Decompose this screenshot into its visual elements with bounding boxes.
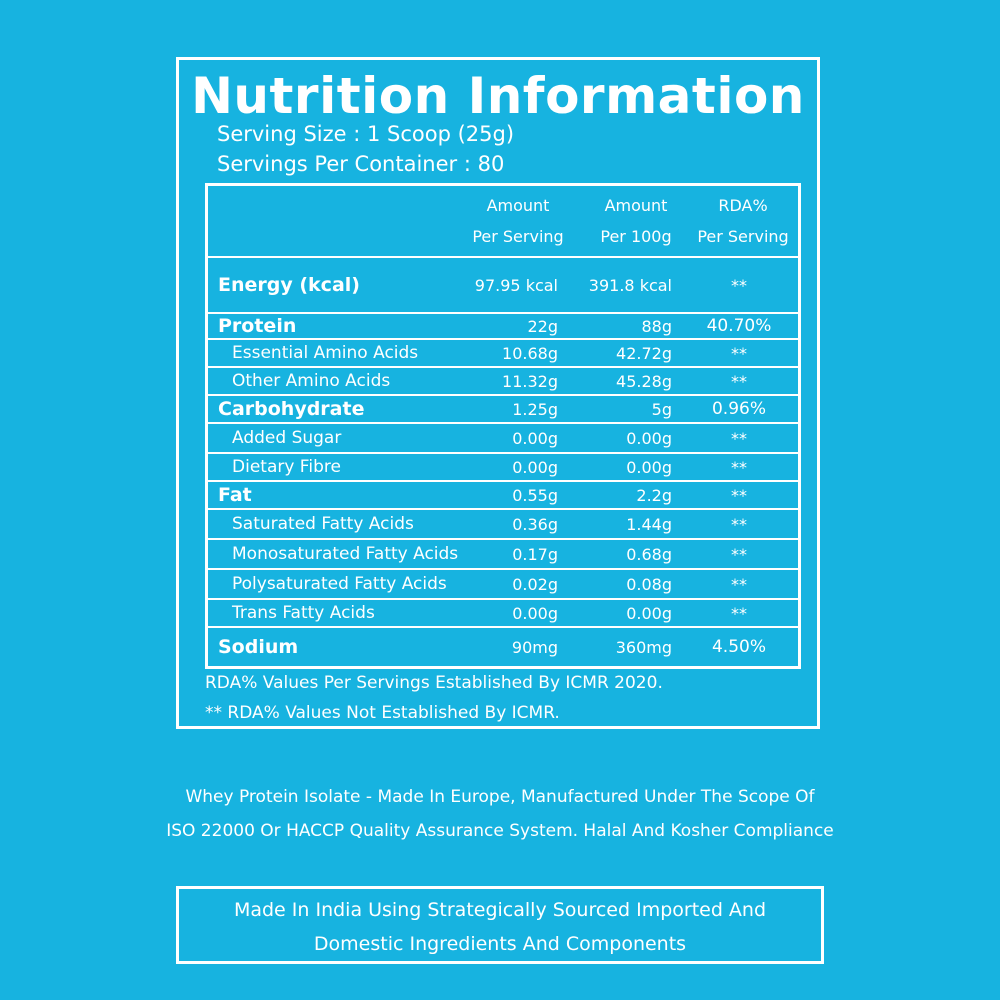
amount-per-100g: 0.00g [626,457,672,477]
rda-value: 40.70% [706,316,772,336]
amount-per-serving: 0.02g [512,574,558,594]
amount-per-100g: 42.72g [616,343,672,363]
nutrient-name: Essential Amino Acids [232,343,419,363]
table-row: Saturated Fatty Acids 0.36g 1.44g ** [208,510,798,540]
nutrient-name: Energy (kcal) [218,274,360,296]
amount-per-100g: 1.44g [626,514,672,534]
amount-per-100g: 45.28g [616,371,672,391]
header-text: Amount [486,196,550,215]
amount-per-100g: 0.08g [626,574,672,594]
rda-value: ** [731,544,747,564]
amount-per-serving: 0.36g [512,514,558,534]
amount-per-100g: 360mg [615,637,672,657]
serving-size: Serving Size : 1 Scoop (25g) [217,122,515,146]
amount-per-100g: 0.00g [626,428,672,448]
nutrient-name: Carbohydrate [218,398,365,420]
nutrient-name: Saturated Fatty Acids [232,514,414,534]
table-row: Polysaturated Fatty Acids 0.02g 0.08g ** [208,570,798,600]
header-text: RDA% [718,196,768,215]
amount-per-serving: 11.32g [502,371,558,391]
rda-value: ** [731,275,747,295]
amount-per-100g: 0.68g [626,544,672,564]
product-disclaimer: Whey Protein Isolate - Made In Europe, M… [0,780,1000,848]
rda-value: ** [731,514,747,534]
nutrient-name: Other Amino Acids [232,371,391,391]
amount-per-serving: 0.17g [512,544,558,564]
amount-per-100g: 5g [651,399,672,419]
origin-line: Made In India Using Strategically Source… [233,899,767,921]
nutrient-name: Fat [218,484,252,506]
origin-statement-box: Made In India Using Strategically Source… [176,886,824,964]
table-row: Energy (kcal) 97.95 kcal 391.8 kcal ** [208,258,798,314]
table-row: Essential Amino Acids 10.68g 42.72g ** [208,340,798,368]
rda-value: ** [731,603,747,623]
amount-per-serving: 0.00g [512,428,558,448]
rda-value: ** [731,574,747,594]
servings-per-container: Servings Per Container : 80 [217,152,505,176]
table-row: Monosaturated Fatty Acids 0.17g 0.68g ** [208,540,798,570]
nutrient-name: Trans Fatty Acids [232,603,375,623]
amount-per-serving: 22g [527,316,558,336]
header-text: Per 100g [600,227,672,246]
disclaimer-line: Whey Protein Isolate - Made In Europe, M… [185,787,815,807]
table-row: Sodium 90mg 360mg 4.50% [208,628,798,666]
rda-value: ** [731,371,747,391]
header-amount-per-serving: Amount Per Serving [463,186,573,256]
rda-value: 4.50% [711,637,766,657]
nutrition-panel: Nutrition Information Serving Size : 1 S… [176,57,820,729]
rda-value: ** [731,343,747,363]
amount-per-100g: 391.8 kcal [588,275,672,295]
table-row: Protein 22g 88g 40.70% [208,314,798,340]
amount-per-serving: 97.95 kcal [474,275,558,295]
table-row: Other Amino Acids 11.32g 45.28g ** [208,368,798,396]
amount-per-serving: 90mg [511,637,558,657]
disclaimer-line: ISO 22000 Or HACCP Quality Assurance Sys… [166,821,834,841]
table-row: Added Sugar 0.00g 0.00g ** [208,424,798,454]
table-row: Carbohydrate 1.25g 5g 0.96% [208,396,798,424]
rda-value: ** [731,457,747,477]
nutrient-name: Protein [218,315,297,337]
rda-value: ** [731,485,747,505]
amount-per-serving: 10.68g [502,343,558,363]
table-row: Dietary Fibre 0.00g 0.00g ** [208,454,798,482]
nutrient-name: Sodium [218,636,299,658]
header-text: Amount [604,196,668,215]
header-text: Per Serving [697,227,789,246]
origin-line: Domestic Ingredients And Components [313,933,687,955]
table-row: Fat 0.55g 2.2g ** [208,482,798,510]
header-rda-per-serving: RDA% Per Serving [690,186,796,256]
nutrient-name: Monosaturated Fatty Acids [232,544,459,564]
nutrient-name: Polysaturated Fatty Acids [232,574,447,594]
nutrient-name: Added Sugar [232,428,342,448]
nutrition-table: Amount Per Serving Amount Per 100g RDA% … [205,183,801,669]
amount-per-100g: 2.2g [636,485,672,505]
amount-per-serving: 0.00g [512,603,558,623]
rda-value: ** [731,428,747,448]
amount-per-serving: 0.55g [512,485,558,505]
rda-footnote: RDA% Values Per Servings Established By … [205,673,663,693]
header-text: Per Serving [472,227,564,246]
amount-per-serving: 0.00g [512,457,558,477]
nutrient-name: Dietary Fibre [232,457,341,477]
table-header-row: Amount Per Serving Amount Per 100g RDA% … [208,186,798,258]
amount-per-100g: 0.00g [626,603,672,623]
table-row: Trans Fatty Acids 0.00g 0.00g ** [208,600,798,628]
rda-value: 0.96% [711,399,766,419]
header-amount-per-100g: Amount Per 100g [584,186,688,256]
amount-per-100g: 88g [641,316,672,336]
rda-not-established-footnote: ** RDA% Values Not Established By ICMR. [205,703,560,723]
page-title: Nutrition Information [191,67,805,125]
amount-per-serving: 1.25g [512,399,558,419]
